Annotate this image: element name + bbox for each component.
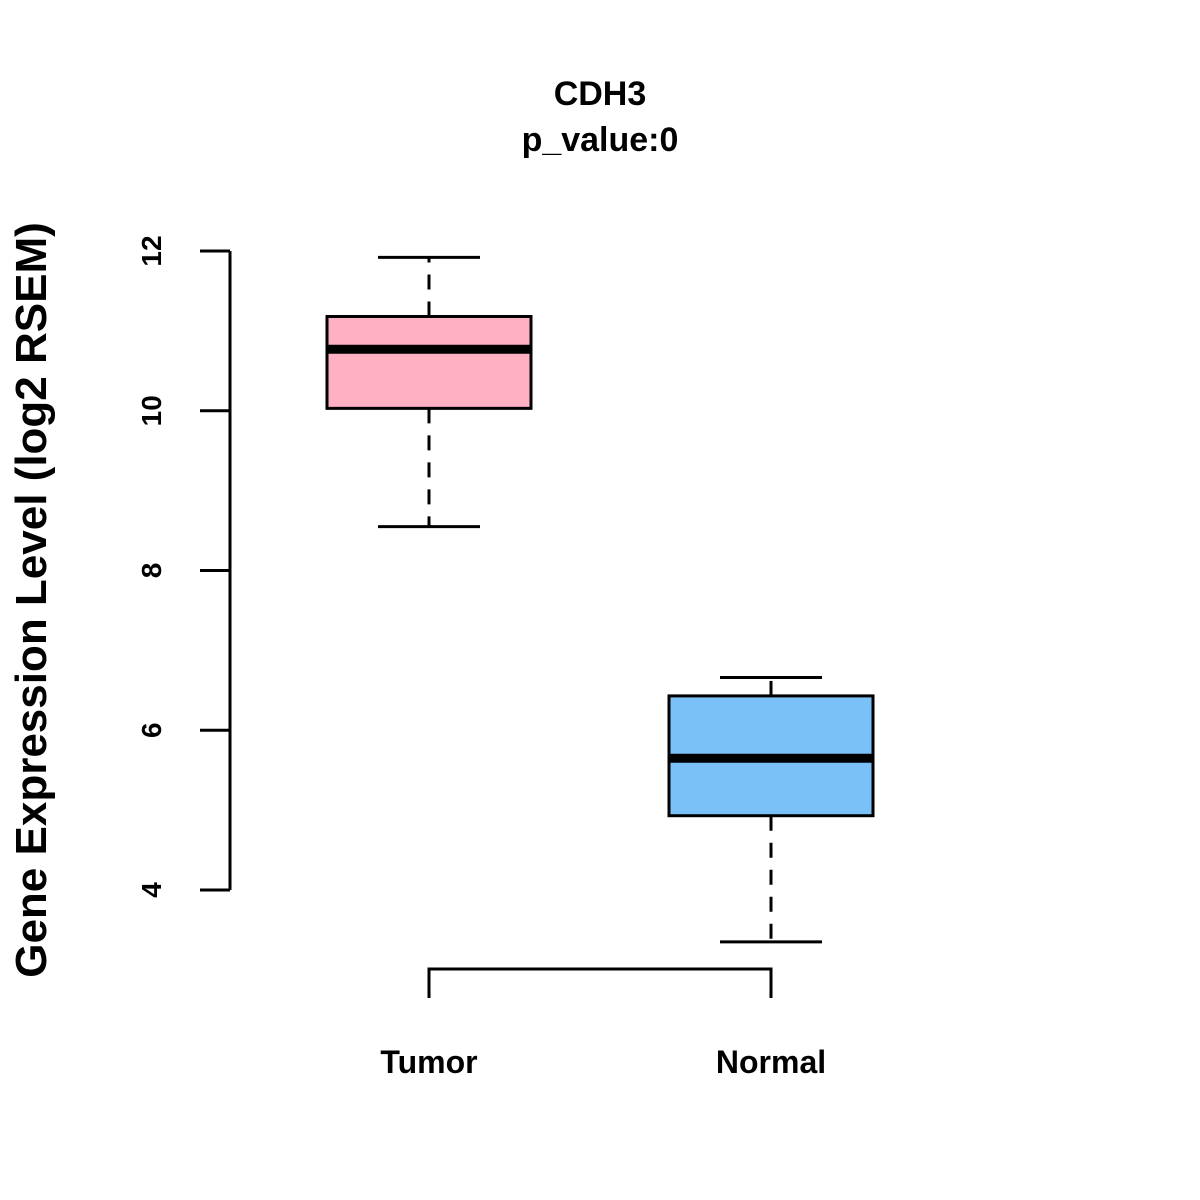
x-category-label-tumor: Tumor [380,1044,477,1080]
bracket-line [427,967,773,998]
x-axis-labels: Tumor Normal [380,1044,826,1080]
y-tick-label: 12 [136,235,167,266]
chart-title: CDH3 [554,75,647,113]
y-tick-label: 8 [136,563,167,579]
x-category-label-normal: Normal [716,1044,826,1080]
box-tumor [325,255,533,529]
y-axis: 4 6 8 10 12 [136,235,232,898]
y-tick-label: 6 [136,722,167,738]
comparison-bracket [427,967,773,998]
box-normal [667,676,875,944]
boxes-group [325,255,875,944]
y-tick-label: 10 [136,395,167,426]
chart-subtitle: p_value:0 [522,121,679,159]
iqr-box [325,314,533,410]
y-tick-label: 4 [136,882,167,898]
y-axis-label: Gene Expression Level (log2 RSEM) [7,222,56,978]
